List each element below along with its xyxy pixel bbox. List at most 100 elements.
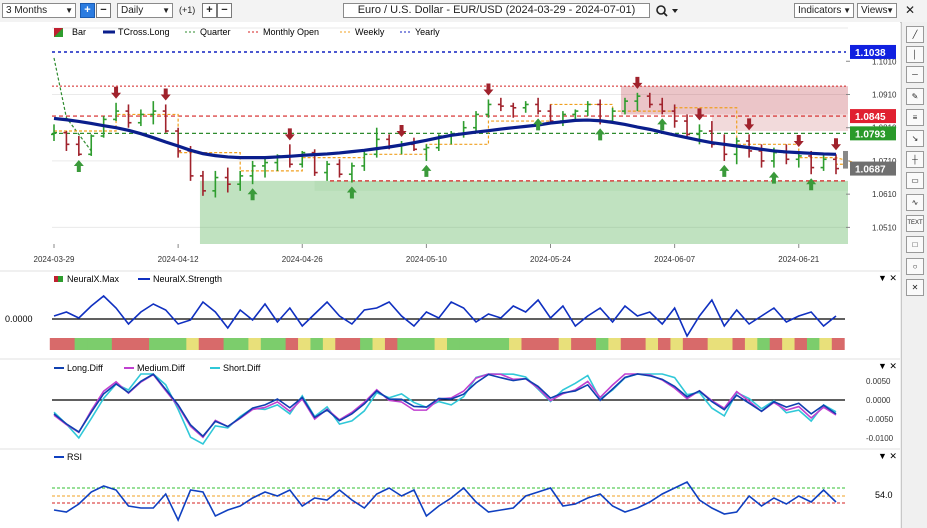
search-icon[interactable]	[654, 3, 682, 18]
strength-cell	[583, 338, 597, 350]
price-label: 1.0845	[855, 112, 886, 123]
legend-long-diff: Long.Diff	[67, 363, 103, 373]
symbol-title-field[interactable]: Euro / U.S. Dollar - EUR/USD (2024-03-29…	[343, 3, 650, 18]
strength-cell	[484, 338, 498, 350]
indicators-button[interactable]: Indicators ▼	[794, 3, 854, 18]
rsi-series-line	[53, 480, 837, 522]
zoom-out-button[interactable]: −	[96, 3, 111, 18]
strength-cell	[360, 338, 374, 350]
strength-cell	[496, 338, 510, 350]
crosshair-icon[interactable]: ┼	[906, 151, 924, 168]
strength-cell	[310, 338, 324, 350]
rsi-line	[53, 480, 837, 522]
text-tool-icon[interactable]: TEXT	[906, 215, 924, 232]
x-tick-label: 2024-04-12	[158, 255, 199, 264]
strength-cell	[819, 338, 833, 350]
strength-line	[53, 294, 837, 338]
sell-arrow-icon	[111, 86, 122, 99]
drawing-toolbar: ╱ │ ─ ✎ ≡ ↘ ┼ ▭ ∿ TEXT □ ○ ✕	[901, 22, 927, 528]
delete-icon[interactable]: ✕	[906, 279, 924, 296]
strength-cell	[372, 338, 386, 350]
buy-arrow-icon	[806, 178, 817, 191]
strength-cell	[744, 338, 758, 350]
support-zone	[199, 180, 848, 244]
strength-cell	[99, 338, 113, 350]
tcross-line	[53, 116, 837, 160]
strength-cell	[322, 338, 336, 350]
strength-cell	[670, 338, 684, 350]
views-label: Views	[861, 5, 888, 16]
strength-cell	[384, 338, 398, 350]
arrow-icon[interactable]: ↘	[906, 130, 924, 147]
panel-menu-icon[interactable]: ▼ ✕	[878, 451, 897, 461]
neuralx-panel[interactable]: NeuralX.Max NeuralX.Strength 0.0000 ▼ ✕	[0, 272, 900, 358]
interval-select[interactable]: Daily ▼	[117, 3, 173, 18]
strength-cell	[248, 338, 262, 350]
wave-icon[interactable]: ∿	[906, 194, 924, 211]
strength-cell	[769, 338, 783, 350]
offset-label: (+1)	[179, 5, 196, 15]
strength-cell	[49, 338, 63, 350]
buy-arrow-icon	[346, 186, 357, 199]
strength-cell	[173, 338, 187, 350]
strength-cell	[447, 338, 460, 350]
legend-bar: Bar	[72, 27, 86, 37]
y-tick-label: 1.0910	[872, 90, 897, 99]
strength-cell	[422, 338, 436, 350]
price-label-box	[850, 126, 896, 141]
offset-plus-button[interactable]: +	[202, 3, 217, 18]
strength-cell	[782, 338, 796, 350]
strength-cell	[471, 338, 485, 350]
legend-neuralx-max: NeuralX.Max	[67, 274, 120, 284]
sell-arrow-icon	[793, 134, 804, 147]
fib-icon[interactable]: ≡	[906, 109, 924, 126]
diff-panel[interactable]: Long.Diff Medium.Diff Short.Diff 0.00500…	[0, 360, 900, 448]
strength-cell	[198, 338, 212, 350]
strength-cell	[645, 338, 659, 350]
chevron-down-icon: ▼	[162, 6, 170, 15]
circle-icon[interactable]: ○	[906, 258, 924, 275]
line-tool-icon[interactable]: ╱	[906, 26, 924, 43]
close-icon[interactable]: ✕	[905, 3, 916, 17]
rsi-panel[interactable]: RSI 54.0 ▼ ✕	[0, 450, 900, 528]
buy-arrow-icon	[719, 164, 730, 177]
zoom-in-button[interactable]: +	[80, 3, 95, 18]
diff-y-tick-label: -0.0100	[866, 434, 894, 443]
neural-legend: NeuralX.Max NeuralX.Strength	[54, 274, 222, 284]
strength-cell	[298, 338, 311, 350]
diff-y-axis: 0.0050 0.0000 -0.0050 -0.0100	[866, 377, 894, 443]
price-label-box	[850, 161, 896, 176]
strength-cell	[434, 338, 448, 350]
vertical-line-icon[interactable]: │	[906, 46, 924, 63]
rectangle-icon[interactable]: □	[906, 236, 924, 253]
callout-icon[interactable]: ▭	[906, 172, 924, 189]
strength-cell	[533, 338, 547, 350]
neuralx-strength-line	[53, 294, 837, 338]
horizontal-line-icon[interactable]: ─	[906, 66, 924, 83]
offset-minus-button[interactable]: −	[217, 3, 232, 18]
strength-cell	[347, 338, 361, 350]
legend-short-diff: Short.Diff	[223, 363, 261, 373]
strength-cell	[658, 338, 671, 350]
strength-cell	[707, 338, 721, 350]
tcross-long-line	[53, 116, 837, 160]
sell-arrow-icon	[160, 88, 171, 101]
main-legend: Bar TCross.Long Quarter Monthly Open Wee…	[54, 27, 440, 37]
panel-menu-icon[interactable]: ▼ ✕	[878, 273, 897, 283]
legend-weekly: Weekly	[355, 27, 385, 37]
range-select[interactable]: 3 Months ▼	[2, 3, 76, 18]
strength-cell	[397, 338, 411, 350]
y-tick-label: 1.0510	[872, 223, 897, 232]
last-price-marker	[843, 150, 848, 169]
bar-legend-icon-half	[54, 28, 63, 37]
weekly-line	[54, 103, 861, 172]
strength-cell	[136, 338, 150, 350]
x-tick-label: 2024-06-21	[778, 255, 819, 264]
panel-menu-icon[interactable]: ▼ ✕	[878, 361, 897, 371]
x-axis: 2024-03-29 2024-04-12 2024-04-26 2024-05-10…	[34, 244, 820, 264]
strength-cell	[608, 338, 622, 350]
pen-icon[interactable]: ✎	[906, 88, 924, 105]
views-button[interactable]: Views ▼	[857, 3, 897, 18]
diff-y-tick-label: 0.0000	[866, 396, 891, 405]
